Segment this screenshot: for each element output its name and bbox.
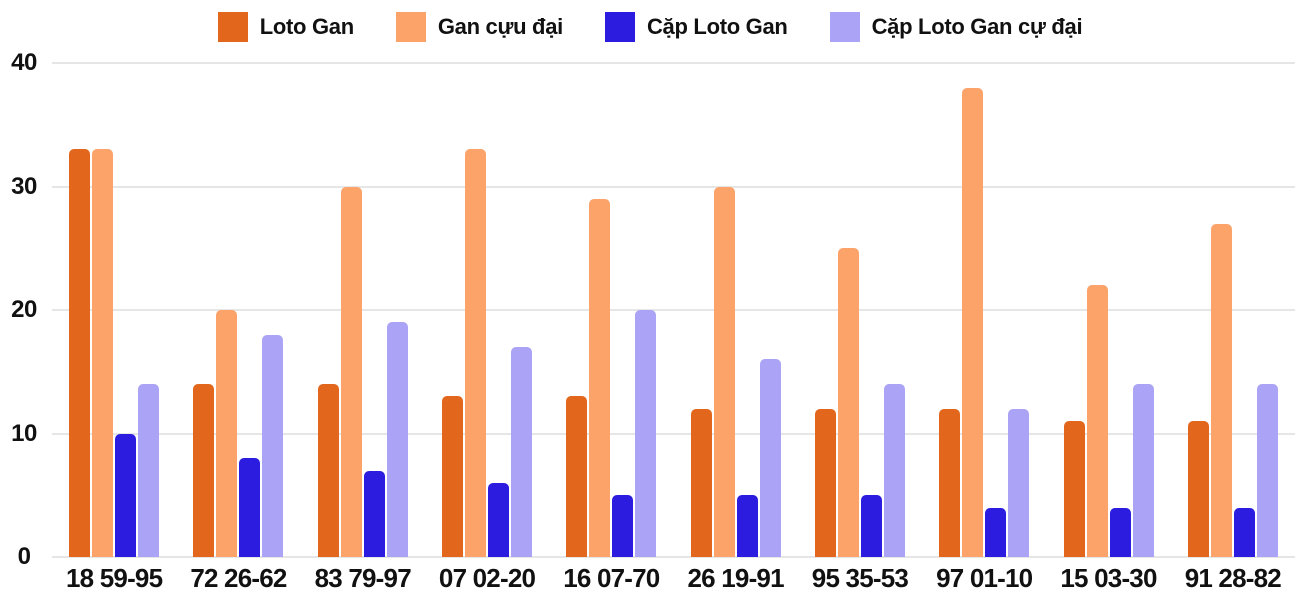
bar[interactable] [239, 458, 261, 557]
bar[interactable] [837, 248, 859, 557]
x-tick-label: 95 35-53 [811, 563, 909, 593]
bar[interactable] [442, 396, 464, 557]
x-tick-label: 15 03-30 [1060, 563, 1157, 593]
bar[interactable] [1233, 507, 1255, 557]
bar-group [673, 63, 797, 557]
bar-group [425, 63, 549, 557]
legend-item[interactable]: Loto Gan [217, 12, 354, 42]
legend-label: Gan cựu đại [437, 14, 563, 39]
bar[interactable] [1132, 384, 1154, 557]
bar[interactable] [92, 149, 114, 557]
bar[interactable] [939, 408, 961, 557]
bar-group [1046, 63, 1170, 557]
gridline [52, 556, 1295, 558]
bar[interactable] [1187, 421, 1209, 557]
bar[interactable] [511, 347, 533, 557]
gridline [52, 62, 1295, 64]
bar[interactable] [193, 384, 215, 557]
y-tick-label: 0 [17, 543, 31, 570]
bar[interactable] [736, 495, 758, 557]
bar[interactable] [1063, 421, 1085, 557]
legend-label: Cặp Loto Gan cự đại [871, 14, 1083, 39]
bar-group [549, 63, 673, 557]
bar-group [1171, 63, 1295, 557]
x-tick-label: 97 01-10 [936, 563, 1033, 593]
gridline [52, 309, 1295, 311]
bar[interactable] [216, 310, 238, 557]
bar[interactable] [1256, 384, 1278, 557]
bar[interactable] [962, 87, 984, 557]
legend-label: Cặp Loto Gan [646, 14, 788, 39]
bar[interactable] [713, 186, 735, 557]
bar[interactable] [759, 359, 781, 557]
legend-swatch-icon [395, 12, 426, 42]
bar[interactable] [69, 149, 91, 557]
legend-swatch-icon [217, 12, 248, 42]
y-tick-label: 20 [11, 296, 37, 323]
bar-group [301, 63, 425, 557]
legend-item[interactable]: Gan cựu đại [395, 12, 563, 42]
bar[interactable] [635, 310, 657, 557]
bar-group [176, 63, 300, 557]
bar[interactable] [690, 408, 712, 557]
bar[interactable] [985, 507, 1007, 557]
gridline [52, 432, 1295, 435]
x-tick-label: 07 02-20 [438, 563, 536, 593]
chart-legend: Loto Gan Gan cựu đại Cặp Loto Gan Cặp Loto … [0, 8, 1300, 46]
bar[interactable] [465, 149, 487, 557]
x-tick-label: 91 28-82 [1184, 563, 1282, 593]
bar-groups [52, 63, 1295, 557]
bar[interactable] [488, 482, 510, 557]
legend-item[interactable]: Cặp Loto Gan [604, 12, 788, 42]
x-tick-label: 18 59-95 [66, 563, 163, 593]
x-axis: 18 59-95 72 26-62 83 79-97 07 02-20 16 07-70… [52, 563, 1295, 597]
bar[interactable] [115, 433, 137, 557]
legend-label: Loto Gan [259, 14, 354, 39]
bar-group [52, 63, 176, 557]
gridline [52, 185, 1295, 188]
bar[interactable] [386, 322, 408, 557]
bar[interactable] [1210, 223, 1232, 557]
bar[interactable] [138, 384, 160, 557]
bar[interactable] [340, 186, 362, 557]
x-tick-label: 72 26-62 [190, 563, 287, 593]
bar[interactable] [566, 396, 588, 557]
bar[interactable] [1008, 408, 1030, 557]
legend-swatch-icon [829, 12, 860, 42]
x-tick-label: 26 19-91 [687, 563, 785, 593]
bar[interactable] [262, 334, 284, 557]
x-tick-label: 16 07-70 [563, 563, 660, 593]
bar[interactable] [860, 495, 882, 557]
bar[interactable] [1086, 285, 1108, 557]
bar[interactable] [363, 470, 385, 557]
bar[interactable] [1109, 507, 1131, 557]
bar[interactable] [589, 198, 611, 557]
y-tick-label: 30 [11, 172, 37, 200]
bar[interactable] [883, 384, 905, 557]
y-tick-label: 40 [11, 49, 37, 76]
y-tick-label: 10 [11, 419, 37, 447]
bar[interactable] [317, 384, 339, 557]
legend-swatch-icon [604, 12, 635, 42]
bar[interactable] [612, 495, 634, 557]
bar-group [922, 63, 1046, 557]
x-tick-label: 83 79-97 [314, 563, 412, 593]
y-axis: 0 10 20 30 40 [0, 49, 48, 570]
bar[interactable] [814, 408, 836, 557]
bar-group [798, 63, 922, 557]
plot-area [52, 62, 1295, 558]
legend-item[interactable]: Cặp Loto Gan cự đại [829, 12, 1083, 42]
